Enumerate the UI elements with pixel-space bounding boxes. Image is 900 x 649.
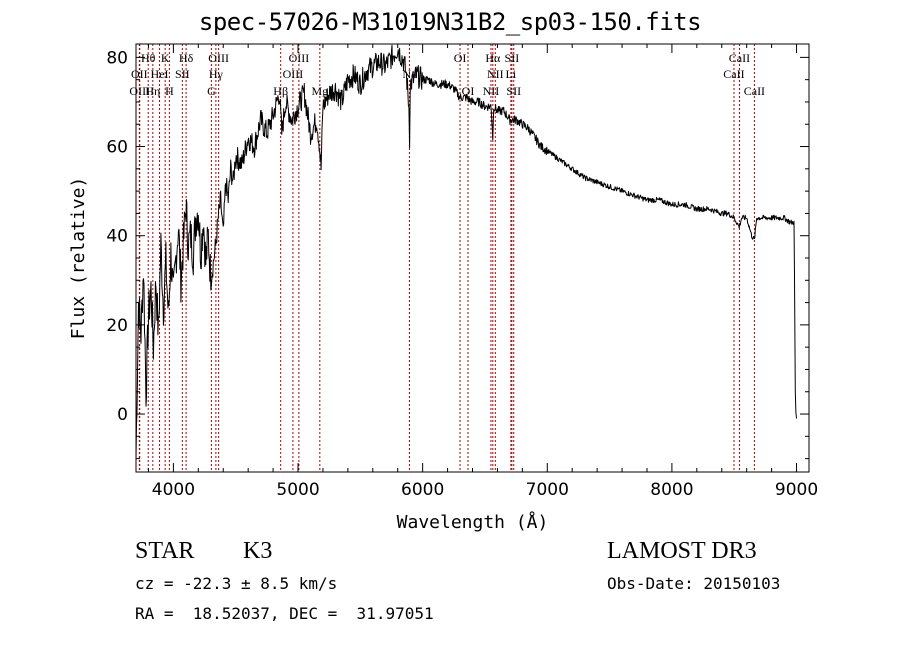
- line-label-12: Hβ: [273, 84, 288, 98]
- x-tick-label-4: 8000: [650, 480, 693, 500]
- plot-frame: [135, 43, 810, 473]
- y-tick-label-1: 20: [106, 316, 128, 336]
- y-tick-label-4: 80: [106, 48, 128, 68]
- y-axis-label: Flux (relative): [68, 177, 89, 340]
- y-tick-label-3: 60: [106, 138, 128, 158]
- survey-name: LAMOST DR3: [607, 538, 757, 564]
- x-tick-label-2: 6000: [401, 480, 444, 500]
- line-label-11: Hγ: [209, 67, 224, 81]
- line-label-7: SII: [175, 67, 190, 81]
- line-label-19: NII: [483, 84, 500, 98]
- axes: 4000 5000 6000 7000 8000 9000 0 20 40 60 80: [106, 44, 818, 500]
- line-labels: HθOIIOIIIHηHeIKHSIIHδGOIIIHγHβOIIIOIIIMg…: [129, 51, 765, 98]
- x-tick-label-5: 9000: [775, 480, 818, 500]
- line-label-3: Hη: [145, 84, 160, 98]
- x-tick-label-0: 4000: [152, 480, 195, 500]
- x-tick-label-1: 5000: [276, 480, 319, 500]
- line-label-18: OI: [462, 84, 475, 98]
- spectral-line-markers: [138, 44, 755, 472]
- line-label-15: Mg: [311, 84, 328, 98]
- spectrum-chart: 4000 5000 6000 7000 8000 9000 0 20 40 60 80 Hθ OII O…: [68, 43, 818, 533]
- spectrum-series: [135, 44, 797, 460]
- spectrum-line: [135, 44, 797, 460]
- line-label-22: Li: [506, 67, 517, 81]
- line-label-13: OIII: [283, 67, 304, 81]
- line-label-2: OIII: [129, 84, 150, 98]
- observation-date: Obs-Date: 20150103: [607, 574, 781, 593]
- line-label-10: OIII: [208, 51, 229, 65]
- line-label-26: CaII: [729, 51, 750, 65]
- line-label-0: Hθ: [141, 51, 156, 65]
- line-label-14: OIII: [289, 51, 310, 65]
- line-label-4: HeI: [151, 67, 169, 81]
- chart-title: spec-57026-M31019N31B2_sp03-150.fits: [198, 8, 702, 36]
- object-class: STAR: [135, 538, 195, 564]
- coordinates: RA = 18.52037, DEC = 31.97051: [135, 604, 434, 623]
- line-label-6: H: [165, 84, 174, 98]
- line-label-23: SII: [505, 51, 520, 65]
- y-tick-label-0: 0: [117, 405, 128, 425]
- y-tick-label-2: 40: [106, 227, 128, 247]
- line-label-27: CaII: [744, 84, 765, 98]
- x-tick-label-3: 7000: [526, 480, 569, 500]
- object-subclass: K3: [243, 538, 273, 564]
- line-label-17: OI: [454, 51, 467, 65]
- redshift-cz: cz = -22.3 ± 8.5 km/s: [135, 574, 338, 593]
- x-axis-label: Wavelength (Å): [397, 511, 549, 533]
- line-label-25: CaII: [723, 67, 744, 81]
- line-label-16: Na: [402, 67, 417, 81]
- line-label-8: Hδ: [179, 51, 194, 65]
- line-label-24: SII: [506, 84, 521, 98]
- line-label-21: NII: [487, 67, 504, 81]
- line-label-5: K: [161, 51, 170, 65]
- line-label-20: Hα: [485, 51, 501, 65]
- line-label-1: OII: [131, 67, 148, 81]
- line-label-9: G: [207, 84, 216, 98]
